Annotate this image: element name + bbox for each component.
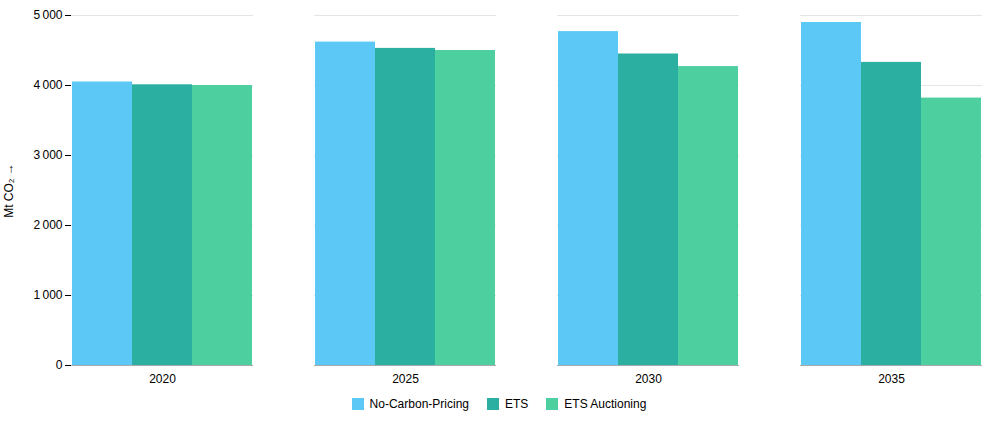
svg-text:2030: 2030 xyxy=(635,372,662,386)
svg-text:0: 0 xyxy=(56,358,63,372)
svg-text:2020: 2020 xyxy=(149,372,176,386)
svg-text:3 000: 3 000 xyxy=(33,148,62,162)
svg-text:2025: 2025 xyxy=(392,372,419,386)
svg-text:2035: 2035 xyxy=(878,372,905,386)
svg-text:1 000: 1 000 xyxy=(33,288,62,302)
svg-text:5 000: 5 000 xyxy=(33,8,62,22)
html-text:ETS: ETS xyxy=(505,397,529,411)
svg-text:Mt CO₂ →: Mt CO₂ → xyxy=(2,163,16,218)
html-text:No-Carbon-Pricing: No-Carbon-Pricing xyxy=(369,397,469,411)
html-text:ETS Auctioning: ETS Auctioning xyxy=(564,397,647,411)
svg-text:2 000: 2 000 xyxy=(33,218,62,232)
svg-text:4 000: 4 000 xyxy=(33,78,62,92)
